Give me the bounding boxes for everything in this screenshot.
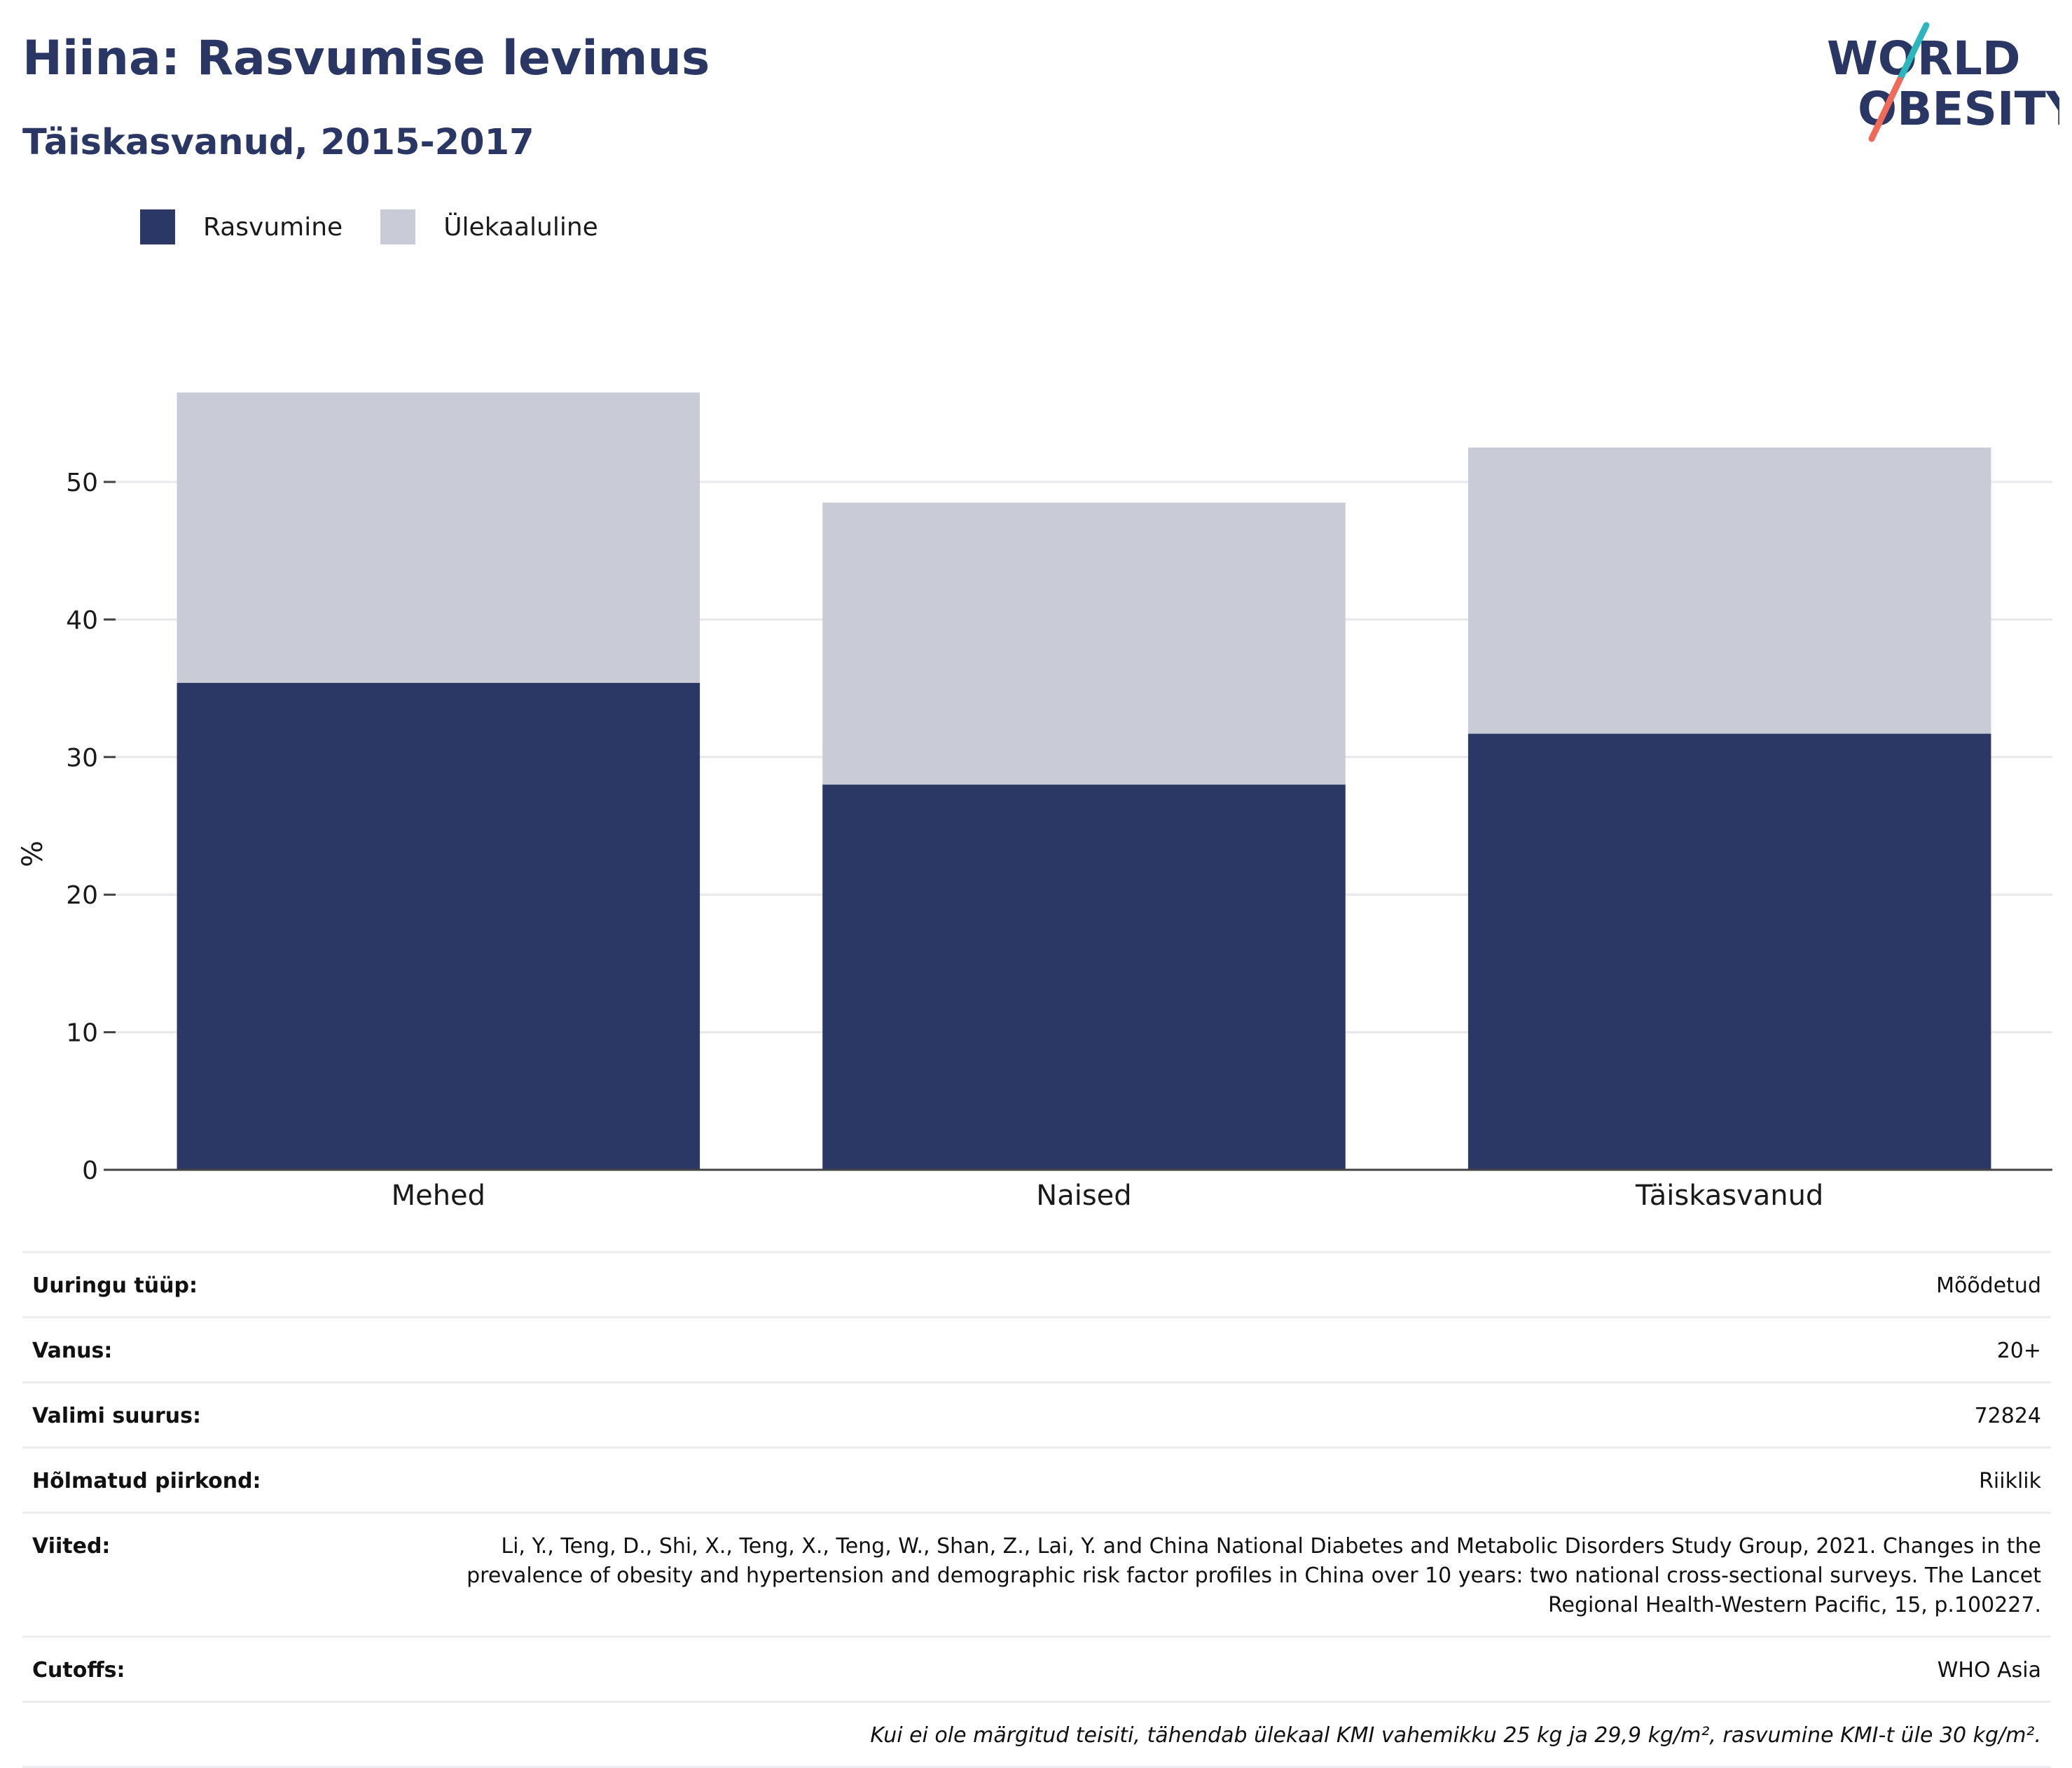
info-row-value: Li, Y., Teng, D., Shi, X., Teng, X., Ten… (406, 1512, 2051, 1637)
x-tick-label-täiskasvanud: Täiskasvanud (1635, 1180, 1823, 1212)
info-row-label: Hõlmatud piirkond: (22, 1446, 406, 1513)
chart-legend: Rasvumine Ülekaaluline (140, 207, 636, 247)
logo-slash-teal (1896, 22, 1930, 83)
x-tick-label-naised: Naised (1036, 1180, 1131, 1212)
stacked-bar-chart: 0 10 20 30 40 50% Mehed Naised Täiskasvanud (17, 392, 2052, 1212)
info-row: Uuringu tüüp: Mõõdetud (22, 1251, 2051, 1318)
info-row-label: Uuringu tüüp: (22, 1251, 406, 1318)
legend-item-obesity[interactable]: Rasvumine (140, 209, 343, 244)
y-tick-label-10: 10 (66, 1019, 98, 1048)
x-tick-label-mehed: Mehed (392, 1180, 485, 1212)
y-tick-label-40: 40 (66, 606, 98, 635)
info-row-value: Riiklik (406, 1446, 2051, 1513)
info-row-label: Valimi suurus: (22, 1381, 406, 1448)
legend-label-obesity: Rasvumine (203, 212, 343, 242)
page-subtitle: Täiskasvanud, 2015-2017 (22, 122, 534, 163)
info-row: Viited: Li, Y., Teng, D., Shi, X., Teng, … (22, 1512, 2051, 1637)
y-axis-label: % (17, 841, 49, 867)
bar-overweight-täiskasvanud (1467, 447, 1991, 734)
info-row: Cutoffs: WHO Asia (22, 1636, 2051, 1702)
info-row: Hõlmatud piirkond: Riiklik (22, 1446, 2051, 1513)
legend-swatch-obesity (140, 209, 175, 244)
y-tick-label-0: 0 (82, 1156, 98, 1185)
logo-text-line1: WORLD (1827, 32, 2021, 85)
info-table: Uuringu tüüp: Mõõdetud Vanus: 20+ Valimi suu… (22, 1251, 2051, 1768)
bar-obesity-naised (822, 785, 1346, 1170)
info-row-label: Vanus: (22, 1316, 406, 1383)
info-row: Valimi suurus: 72824 (22, 1381, 2051, 1448)
legend-item-overweight[interactable]: Ülekaaluline (380, 209, 598, 244)
info-footnote-row: Kui ei ole märgitud teisiti, tähendab ül… (22, 1701, 2051, 1768)
legend-label-overweight: Ülekaaluline (443, 212, 598, 242)
info-row-value: WHO Asia (406, 1636, 2051, 1702)
page-title: Hiina: Rasvumise levimus (22, 31, 710, 86)
y-tick-label-50: 50 (66, 469, 98, 497)
bar-overweight-naised (822, 502, 1346, 785)
logo-slash-coral (1868, 76, 1903, 142)
bar-overweight-mehed (177, 392, 700, 683)
y-tick-label-30: 30 (66, 744, 98, 773)
y-tick-label-20: 20 (66, 881, 98, 910)
info-row: Vanus: 20+ (22, 1316, 2051, 1383)
bar-obesity-täiskasvanud (1467, 733, 1991, 1170)
info-row-label: Viited: (22, 1512, 406, 1637)
info-row-value: Mõõdetud (406, 1251, 2051, 1318)
info-row-value: 72824 (406, 1381, 2051, 1448)
world-obesity-logo: WORLD OBESITY (1827, 22, 2059, 142)
bar-obesity-mehed (177, 682, 700, 1170)
info-row-label: Cutoffs: (22, 1636, 406, 1702)
info-row-value: 20+ (406, 1316, 2051, 1383)
legend-swatch-overweight (380, 209, 416, 244)
footnote: Kui ei ole märgitud teisiti, tähendab ül… (22, 1701, 2051, 1768)
